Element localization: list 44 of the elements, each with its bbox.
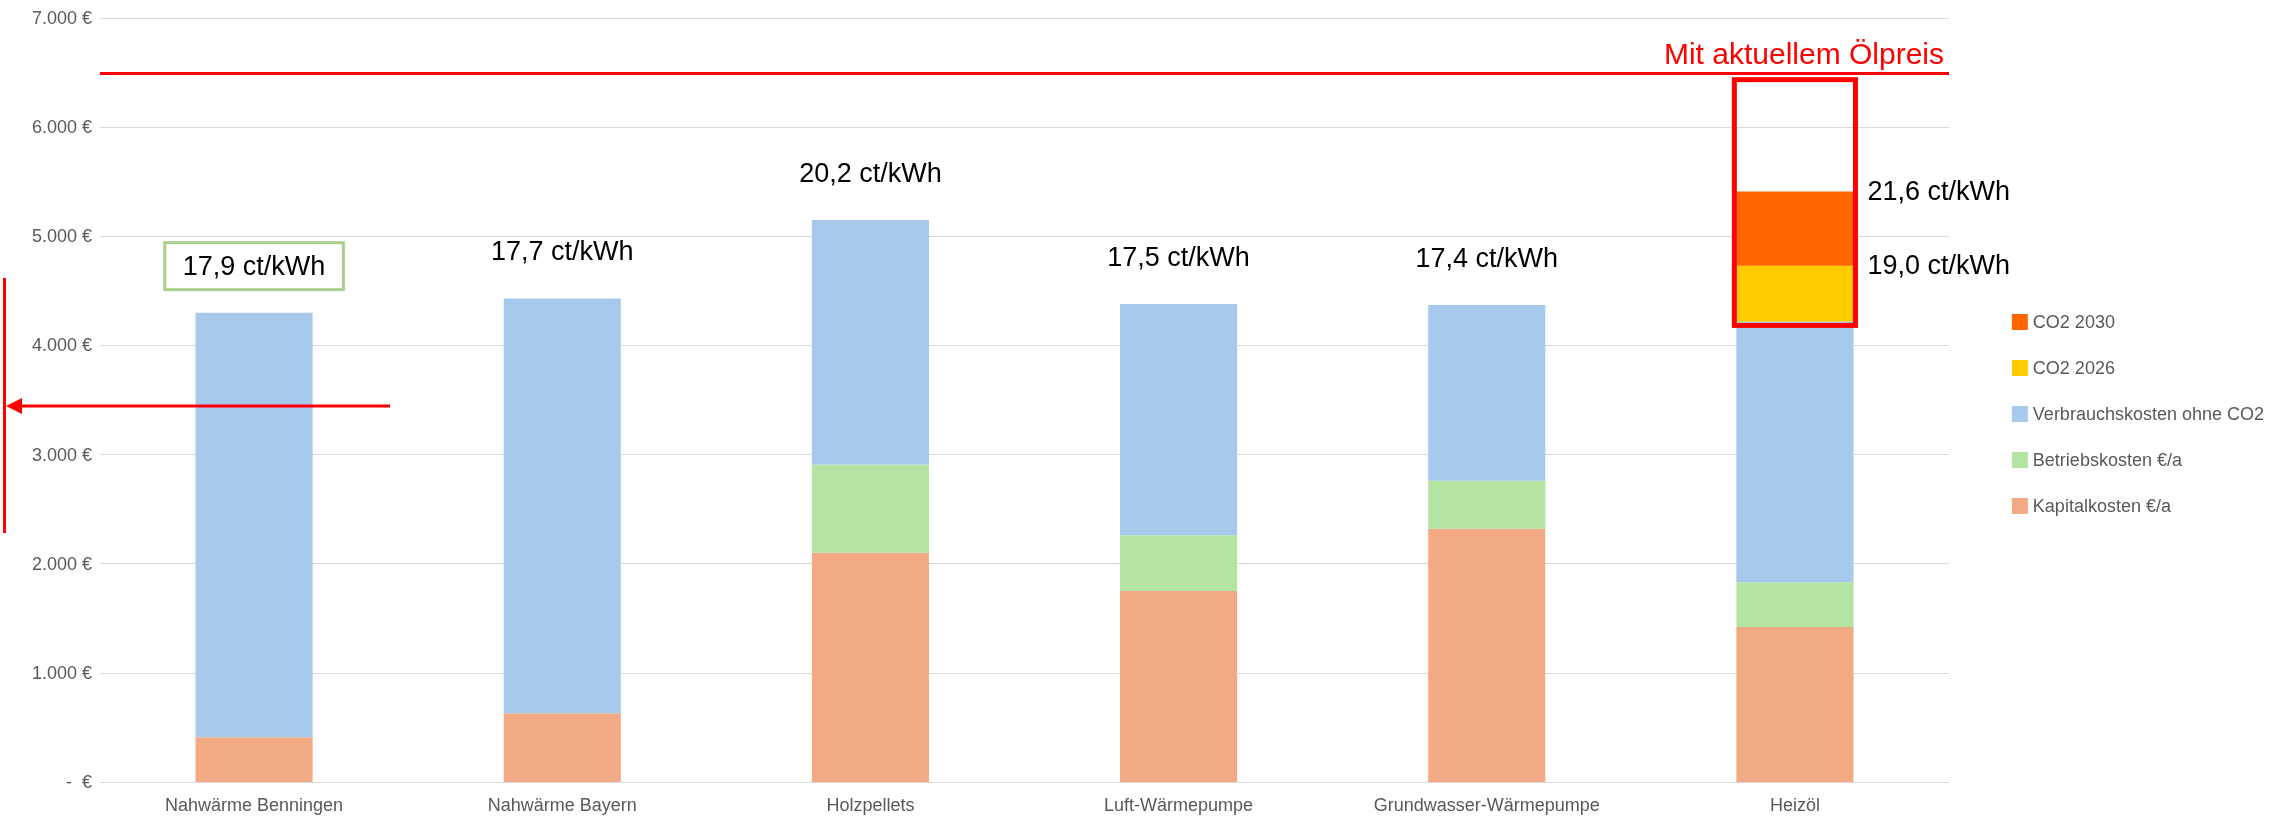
legend-label: Betriebskosten €/a (2032, 450, 2183, 470)
bar (1736, 582, 1854, 628)
y-tick-label: 1.000 € (31, 662, 92, 683)
y-tick-label: 4.000 € (31, 335, 92, 356)
x-tick-label: Heizöl (1769, 795, 1820, 815)
bar (811, 464, 929, 553)
annotation: 17,4 ct/kWh (1415, 243, 1559, 275)
x-tick-label: Nahwärme Bayern (487, 795, 637, 815)
bar (1428, 480, 1546, 529)
y-tick-label: 3.000 € (31, 444, 92, 465)
ref-line-label: Mit aktuellem Ölpreis (1663, 37, 1944, 71)
legend-label: CO2 2030 (2032, 312, 2115, 332)
y-tick-label: 7.000 € (31, 8, 92, 28)
bar (1736, 191, 1854, 266)
annotation: 21,6 ct/kWh (1867, 175, 2011, 207)
annotation: 17,9 ct/kWh (182, 250, 326, 282)
annotation: 17,7 ct/kWh (490, 236, 634, 268)
x-tick-label: Luft-Wärmepumpe (1104, 795, 1254, 815)
annotation: 19,0 ct/kWh (1867, 249, 2011, 281)
bar (195, 737, 313, 782)
bar (503, 298, 621, 714)
bar (1428, 528, 1546, 782)
bar (1736, 627, 1854, 782)
x-tick-label: Nahwärme Benningen (165, 795, 344, 815)
x-tick-label: Grundwasser-Wärmepumpe (1373, 795, 1600, 815)
legend-label: CO2 2026 (2032, 358, 2115, 378)
bar (1428, 305, 1546, 481)
y-tick-label: 5.000 € (31, 226, 92, 247)
bar (1736, 265, 1854, 322)
bar (811, 219, 929, 465)
legend-label: Kapitalkosten €/a (2032, 496, 2172, 516)
bar (503, 713, 621, 782)
y-tick-label: 2.000 € (31, 553, 92, 574)
x-tick-label: Holzpellets (826, 795, 915, 815)
bar (195, 312, 313, 738)
annotation: 20,2 ct/kWh (799, 157, 942, 189)
bar (1120, 303, 1238, 536)
y-tick-label: - € (65, 772, 92, 792)
legend-label: Verbrauchskosten ohne CO2 (2032, 404, 2265, 424)
bar (1120, 535, 1238, 591)
bar (1120, 591, 1238, 782)
bar (811, 552, 929, 782)
y-tick-label: 6.000 € (31, 117, 92, 138)
annotation: 17,5 ct/kWh (1107, 241, 1250, 273)
